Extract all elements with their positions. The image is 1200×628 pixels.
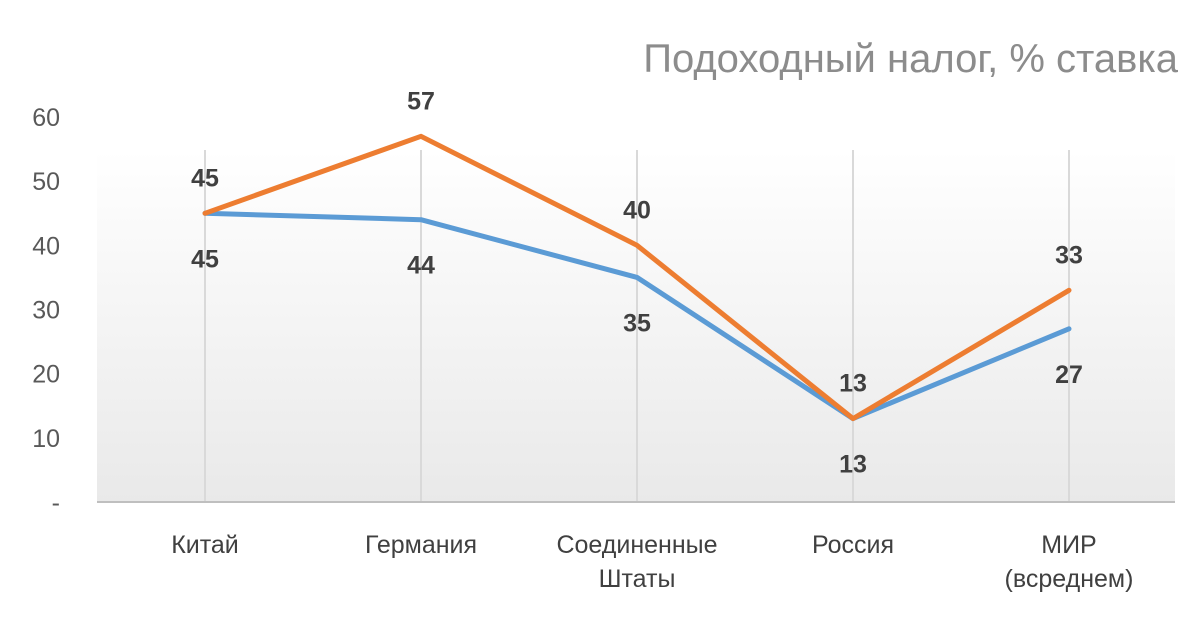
x-tick-label-line: МИР — [1041, 531, 1096, 559]
data-label: 35 — [623, 309, 651, 337]
data-label: 57 — [407, 87, 435, 115]
data-labels: 45 44 35 13 27 45 57 40 13 33 — [191, 87, 1083, 478]
data-label: 40 — [623, 196, 651, 224]
x-tick-label: Россия — [812, 531, 894, 559]
series-line-2 — [202, 133, 1072, 422]
x-tick-label: Китай — [171, 531, 239, 559]
y-tick-label: 60 — [32, 104, 60, 132]
data-label: 13 — [839, 370, 867, 398]
x-tick-label-line: Россия — [812, 531, 894, 559]
y-tick-label: 40 — [32, 232, 60, 260]
chart-title: Подоходный налог, % ставка — [643, 37, 1179, 81]
x-tick-label-line: Китай — [171, 531, 239, 559]
y-tick-label: - — [52, 489, 60, 517]
data-label: 27 — [1055, 361, 1083, 389]
data-label: 33 — [1055, 241, 1083, 269]
x-tick-label-line: Штаты — [599, 565, 676, 593]
x-tick-label: МИР (всреднем) — [1005, 531, 1134, 593]
x-tick-label-line: Германия — [365, 531, 477, 559]
series-line-1 — [202, 210, 1072, 422]
y-tick-label: 10 — [32, 425, 60, 453]
series-lines — [202, 133, 1072, 422]
data-label: 13 — [839, 451, 867, 479]
data-label: 44 — [407, 252, 435, 280]
data-label: 45 — [191, 245, 219, 273]
x-tick-label: Соединенные Штаты — [556, 531, 717, 593]
y-tick-label: 30 — [32, 297, 60, 325]
y-axis-ticks: - 10 20 30 40 50 60 — [32, 104, 60, 517]
gridlines — [204, 150, 1070, 502]
x-tick-label-line: (всреднем) — [1005, 565, 1134, 593]
x-axis-ticks: Китай Германия Соединенные Штаты Россия МИР (в… — [171, 531, 1133, 593]
y-tick-label: 20 — [32, 361, 60, 389]
x-tick-label: Германия — [365, 531, 477, 559]
data-label: 45 — [191, 164, 219, 192]
y-tick-label: 50 — [32, 168, 60, 196]
x-tick-label-line: Соединенные — [556, 531, 717, 559]
